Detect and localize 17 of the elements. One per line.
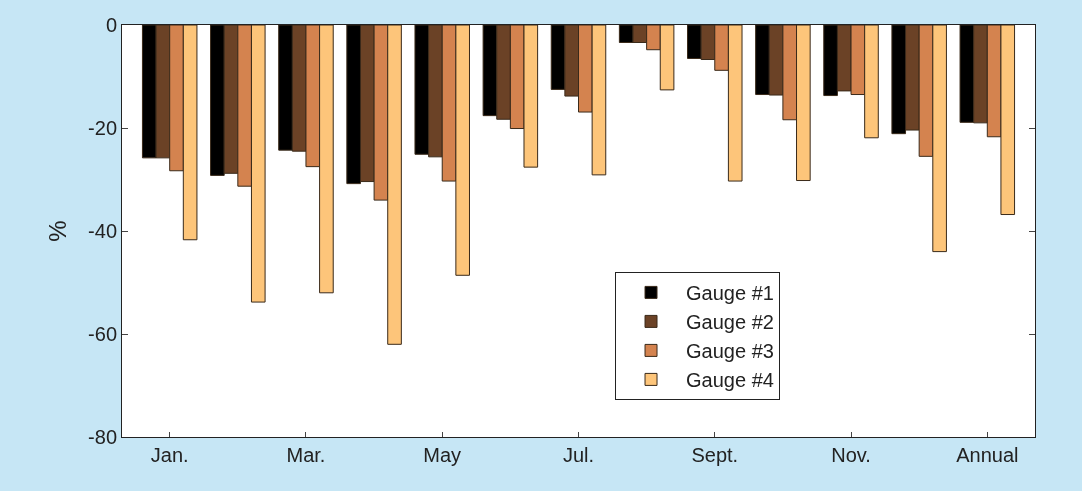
x-tick-label: May — [423, 444, 462, 466]
x-tick-label: Annual — [956, 444, 1019, 466]
y-tick-label: -40 — [88, 220, 117, 242]
x-tick-label: Jul. — [562, 444, 595, 466]
x-tick-label: Sept. — [691, 444, 739, 466]
y-tick-label: -20 — [88, 117, 117, 139]
legend-label: Gauge #3 — [686, 340, 774, 363]
y-tick-label: 0 — [105, 14, 117, 36]
x-tick-label: Mar. — [286, 444, 326, 466]
y-tick-label: -80 — [88, 426, 117, 448]
legend-label: Gauge #1 — [686, 282, 774, 305]
legend-label: Gauge #2 — [686, 311, 774, 334]
x-tick-label: Jan. — [150, 444, 189, 466]
y-tick-label: -60 — [88, 323, 117, 345]
x-tick-label: Nov. — [831, 444, 871, 466]
y-axis-title: % — [44, 220, 72, 242]
legend-label: Gauge #4 — [686, 369, 774, 392]
